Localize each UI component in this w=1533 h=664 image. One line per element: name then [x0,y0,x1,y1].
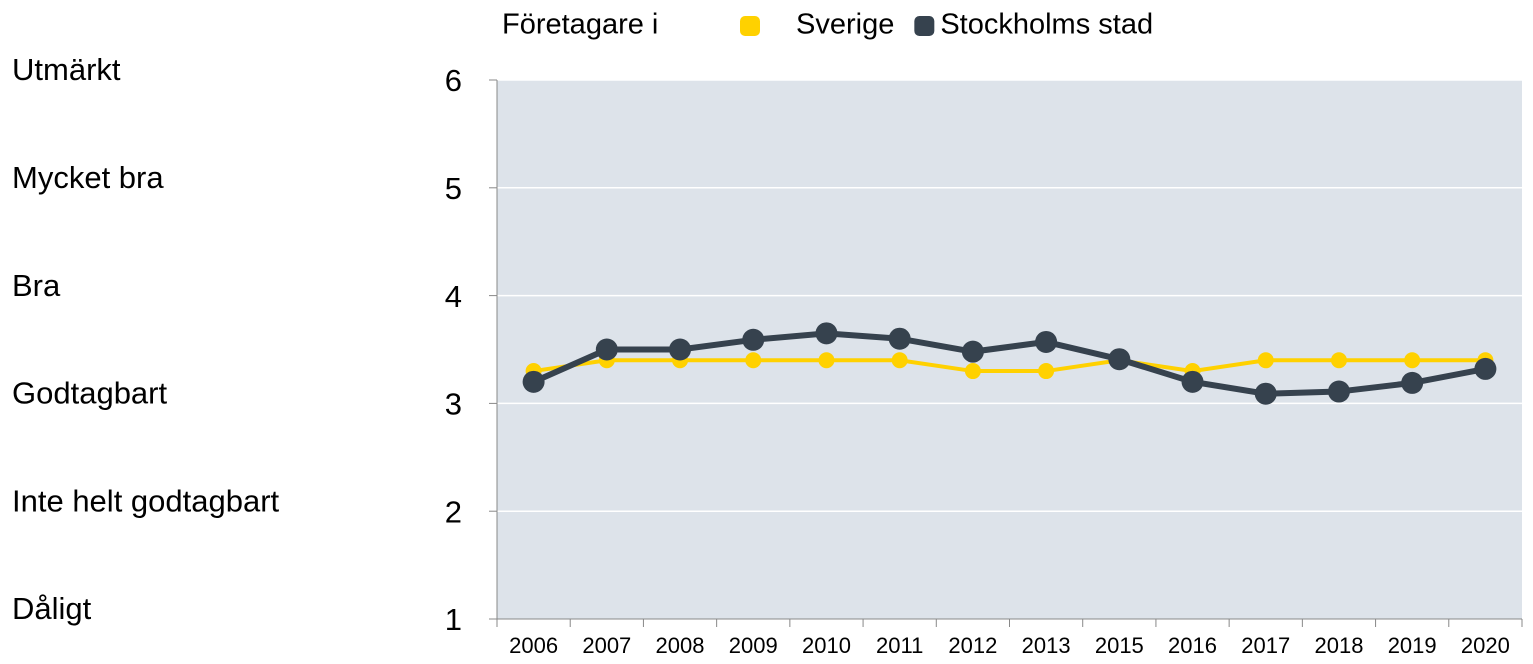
y-category-label: Dåligt [12,591,92,626]
y-category-label: Mycket bra [12,160,164,195]
marker [1330,352,1347,369]
marker [964,363,981,380]
marker [1108,348,1131,371]
legend-swatch [914,16,935,36]
marker [888,327,911,350]
y-category-label: Utmärkt [12,52,121,87]
x-tick-label: 2017 [1241,633,1290,658]
marker [1327,380,1350,403]
x-tick-label: 2018 [1314,633,1363,658]
marker [1254,382,1277,405]
y-category-label: Godtagbart [12,376,167,411]
marker [745,352,762,369]
x-tick-label: 2008 [656,633,705,658]
marker [522,370,545,393]
marker [1257,352,1274,369]
legend-label: Stockholms stad [940,9,1153,41]
y-tick-label: 3 [445,387,462,422]
marker [1038,363,1055,380]
y-tick-label: 5 [445,171,462,206]
marker [815,322,838,345]
marker [742,328,765,351]
marker [818,352,835,369]
legend-title: Företagare i [502,9,658,41]
line [532,330,1486,397]
marker [1181,370,1204,393]
x-tick-label: 2020 [1461,633,1510,658]
x-tick-label: 2019 [1388,633,1437,658]
y-category-label: Bra [12,268,61,303]
y-tick-label: 1 [445,602,462,637]
marker [891,352,908,369]
marker [1401,371,1424,394]
legend-label: Sverige [796,9,894,41]
x-tick-label: 2009 [729,633,778,658]
legend-swatch [740,16,760,36]
marker [1035,330,1058,353]
x-tick-label: 2007 [582,633,631,658]
y-tick-label: 2 [445,494,462,529]
marker [1404,352,1421,369]
marker [961,340,984,363]
x-tick-label: 2016 [1168,633,1217,658]
marker [595,338,618,361]
x-tick-label: 2015 [1095,633,1144,658]
marker [1474,357,1497,380]
x-tick-label: 2006 [509,633,558,658]
marker [669,338,692,361]
y-category-label: Inte helt godtagbart [12,483,280,518]
line [533,358,1486,374]
x-tick-label: 2013 [1022,633,1071,658]
x-tick-label: 2011 [876,633,923,658]
y-tick-label: 6 [445,63,462,98]
x-tick-label: 2012 [948,633,997,658]
x-tick-label: 2010 [802,633,851,658]
y-tick-label: 4 [445,279,462,314]
